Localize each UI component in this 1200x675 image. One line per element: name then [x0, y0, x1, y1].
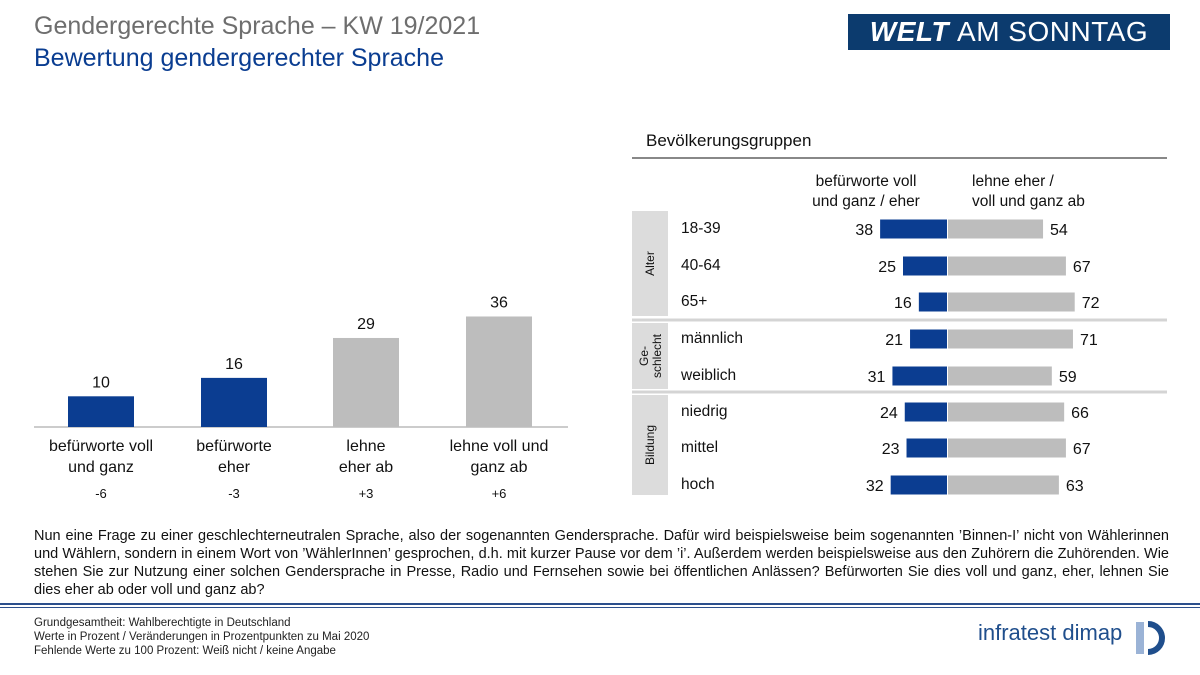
footer-note-missing: Fehlende Werte zu 100 Prozent: Weiß nich… [34, 645, 336, 657]
bar-right [948, 219, 1044, 239]
value-right: 71 [1080, 332, 1098, 349]
footer-note-units: Werte in Prozent / Veränderungen in Proz… [34, 631, 370, 643]
brand-bold: WELT [869, 16, 950, 47]
row-label: mittel [681, 439, 718, 456]
bar-right [948, 475, 1059, 495]
change-label: -3 [228, 486, 240, 501]
page-title: Gendergerechte Sprache – KW 19/2021 [34, 12, 481, 40]
row-label: hoch [681, 476, 715, 493]
value-left: 16 [894, 295, 912, 312]
group-label-line: Bildung [643, 425, 657, 465]
group-label: Bildung [643, 425, 657, 465]
bar-value-label: 16 [225, 356, 243, 373]
category-label: befürworte [196, 438, 272, 455]
overall-bar-chart: 10 befürworte voll und ganz -6 16 befürworte e… [34, 294, 568, 501]
row-label: niedrig [681, 403, 728, 420]
legend-right-label: lehne eher / [972, 173, 1055, 190]
category-label: befürworte voll [49, 438, 153, 455]
legend-left-label: befürworte voll [816, 173, 917, 190]
value-right: 63 [1066, 478, 1084, 495]
value-left: 25 [878, 259, 896, 276]
infratest-dimap-logo: infratest dimap [978, 620, 1123, 645]
value-right: 66 [1071, 405, 1089, 422]
footer-divider-thin [0, 607, 1200, 608]
group-side-box [632, 211, 668, 316]
footer-note-population: Grundgesamtheit: Wahlberechtigte in Deut… [34, 617, 291, 629]
group-label: Ge-schlecht [637, 333, 664, 378]
bar-left [880, 219, 947, 239]
page-subtitle: Bewertung gendergerechter Sprache [34, 44, 444, 72]
value-right: 59 [1059, 369, 1077, 386]
group-side-box [632, 323, 668, 389]
group-label-line: Ge- [637, 346, 651, 366]
group-label: Alter [643, 251, 657, 276]
welt-am-sonntag-logo: WELT AM SONNTAG [848, 14, 1170, 50]
category-label: eher ab [339, 459, 393, 476]
row-label: 65+ [681, 293, 707, 310]
bar-left [906, 438, 947, 458]
bar-left [903, 256, 947, 276]
row-label: 40-64 [681, 257, 721, 274]
value-right: 67 [1073, 259, 1091, 276]
bar [68, 396, 134, 427]
group-side-box [632, 395, 668, 495]
bar-left [892, 366, 947, 386]
group-label-line: Alter [643, 251, 657, 276]
change-label: +6 [492, 486, 507, 501]
bar-right [948, 292, 1075, 312]
bar-right [948, 402, 1065, 422]
change-label: +3 [359, 486, 374, 501]
bar-right [948, 256, 1066, 276]
bar-right [948, 438, 1066, 458]
value-left: 24 [880, 405, 898, 422]
value-left: 31 [868, 369, 886, 386]
category-label: lehne voll und [450, 438, 549, 455]
change-label: -6 [95, 486, 107, 501]
value-left: 32 [866, 478, 884, 495]
bar-value-label: 10 [92, 374, 110, 391]
footer-divider [0, 603, 1200, 605]
panel-title: Bevölkerungsgruppen [646, 131, 811, 150]
bar [466, 316, 532, 427]
bar-left [918, 292, 947, 312]
category-label: lehne [346, 438, 385, 455]
value-right: 72 [1082, 295, 1100, 312]
bar-left [904, 402, 947, 422]
category-label: ganz ab [471, 459, 528, 476]
bar-value-label: 36 [490, 294, 508, 311]
population-groups-chart: Bevölkerungsgruppen befürworte voll und ga… [632, 131, 1167, 495]
row-label: männlich [681, 330, 743, 347]
row-label: weiblich [680, 367, 736, 384]
row-label: 18-39 [681, 220, 721, 237]
bar [201, 377, 267, 427]
bar [333, 337, 399, 427]
value-left: 38 [855, 222, 873, 239]
value-right: 54 [1050, 222, 1068, 239]
category-label: und ganz [68, 459, 134, 476]
bar-right [948, 366, 1052, 386]
bar-left [890, 475, 947, 495]
bar-right [948, 329, 1073, 349]
survey-question: Nun eine Frage zu einer geschlechterneut… [34, 528, 1169, 598]
value-left: 23 [882, 441, 900, 458]
group-label-line: schlecht [650, 333, 664, 378]
bar-left [910, 329, 947, 349]
value-left: 21 [885, 332, 903, 349]
legend-left-label: und ganz / eher [812, 193, 920, 210]
value-right: 67 [1073, 441, 1091, 458]
bar-value-label: 29 [357, 316, 375, 333]
brand-rest: AM SONNTAG [957, 16, 1149, 47]
category-label: eher [218, 459, 251, 476]
legend-right-label: voll und ganz ab [972, 193, 1085, 210]
infratest-mark-icon [1136, 621, 1165, 655]
